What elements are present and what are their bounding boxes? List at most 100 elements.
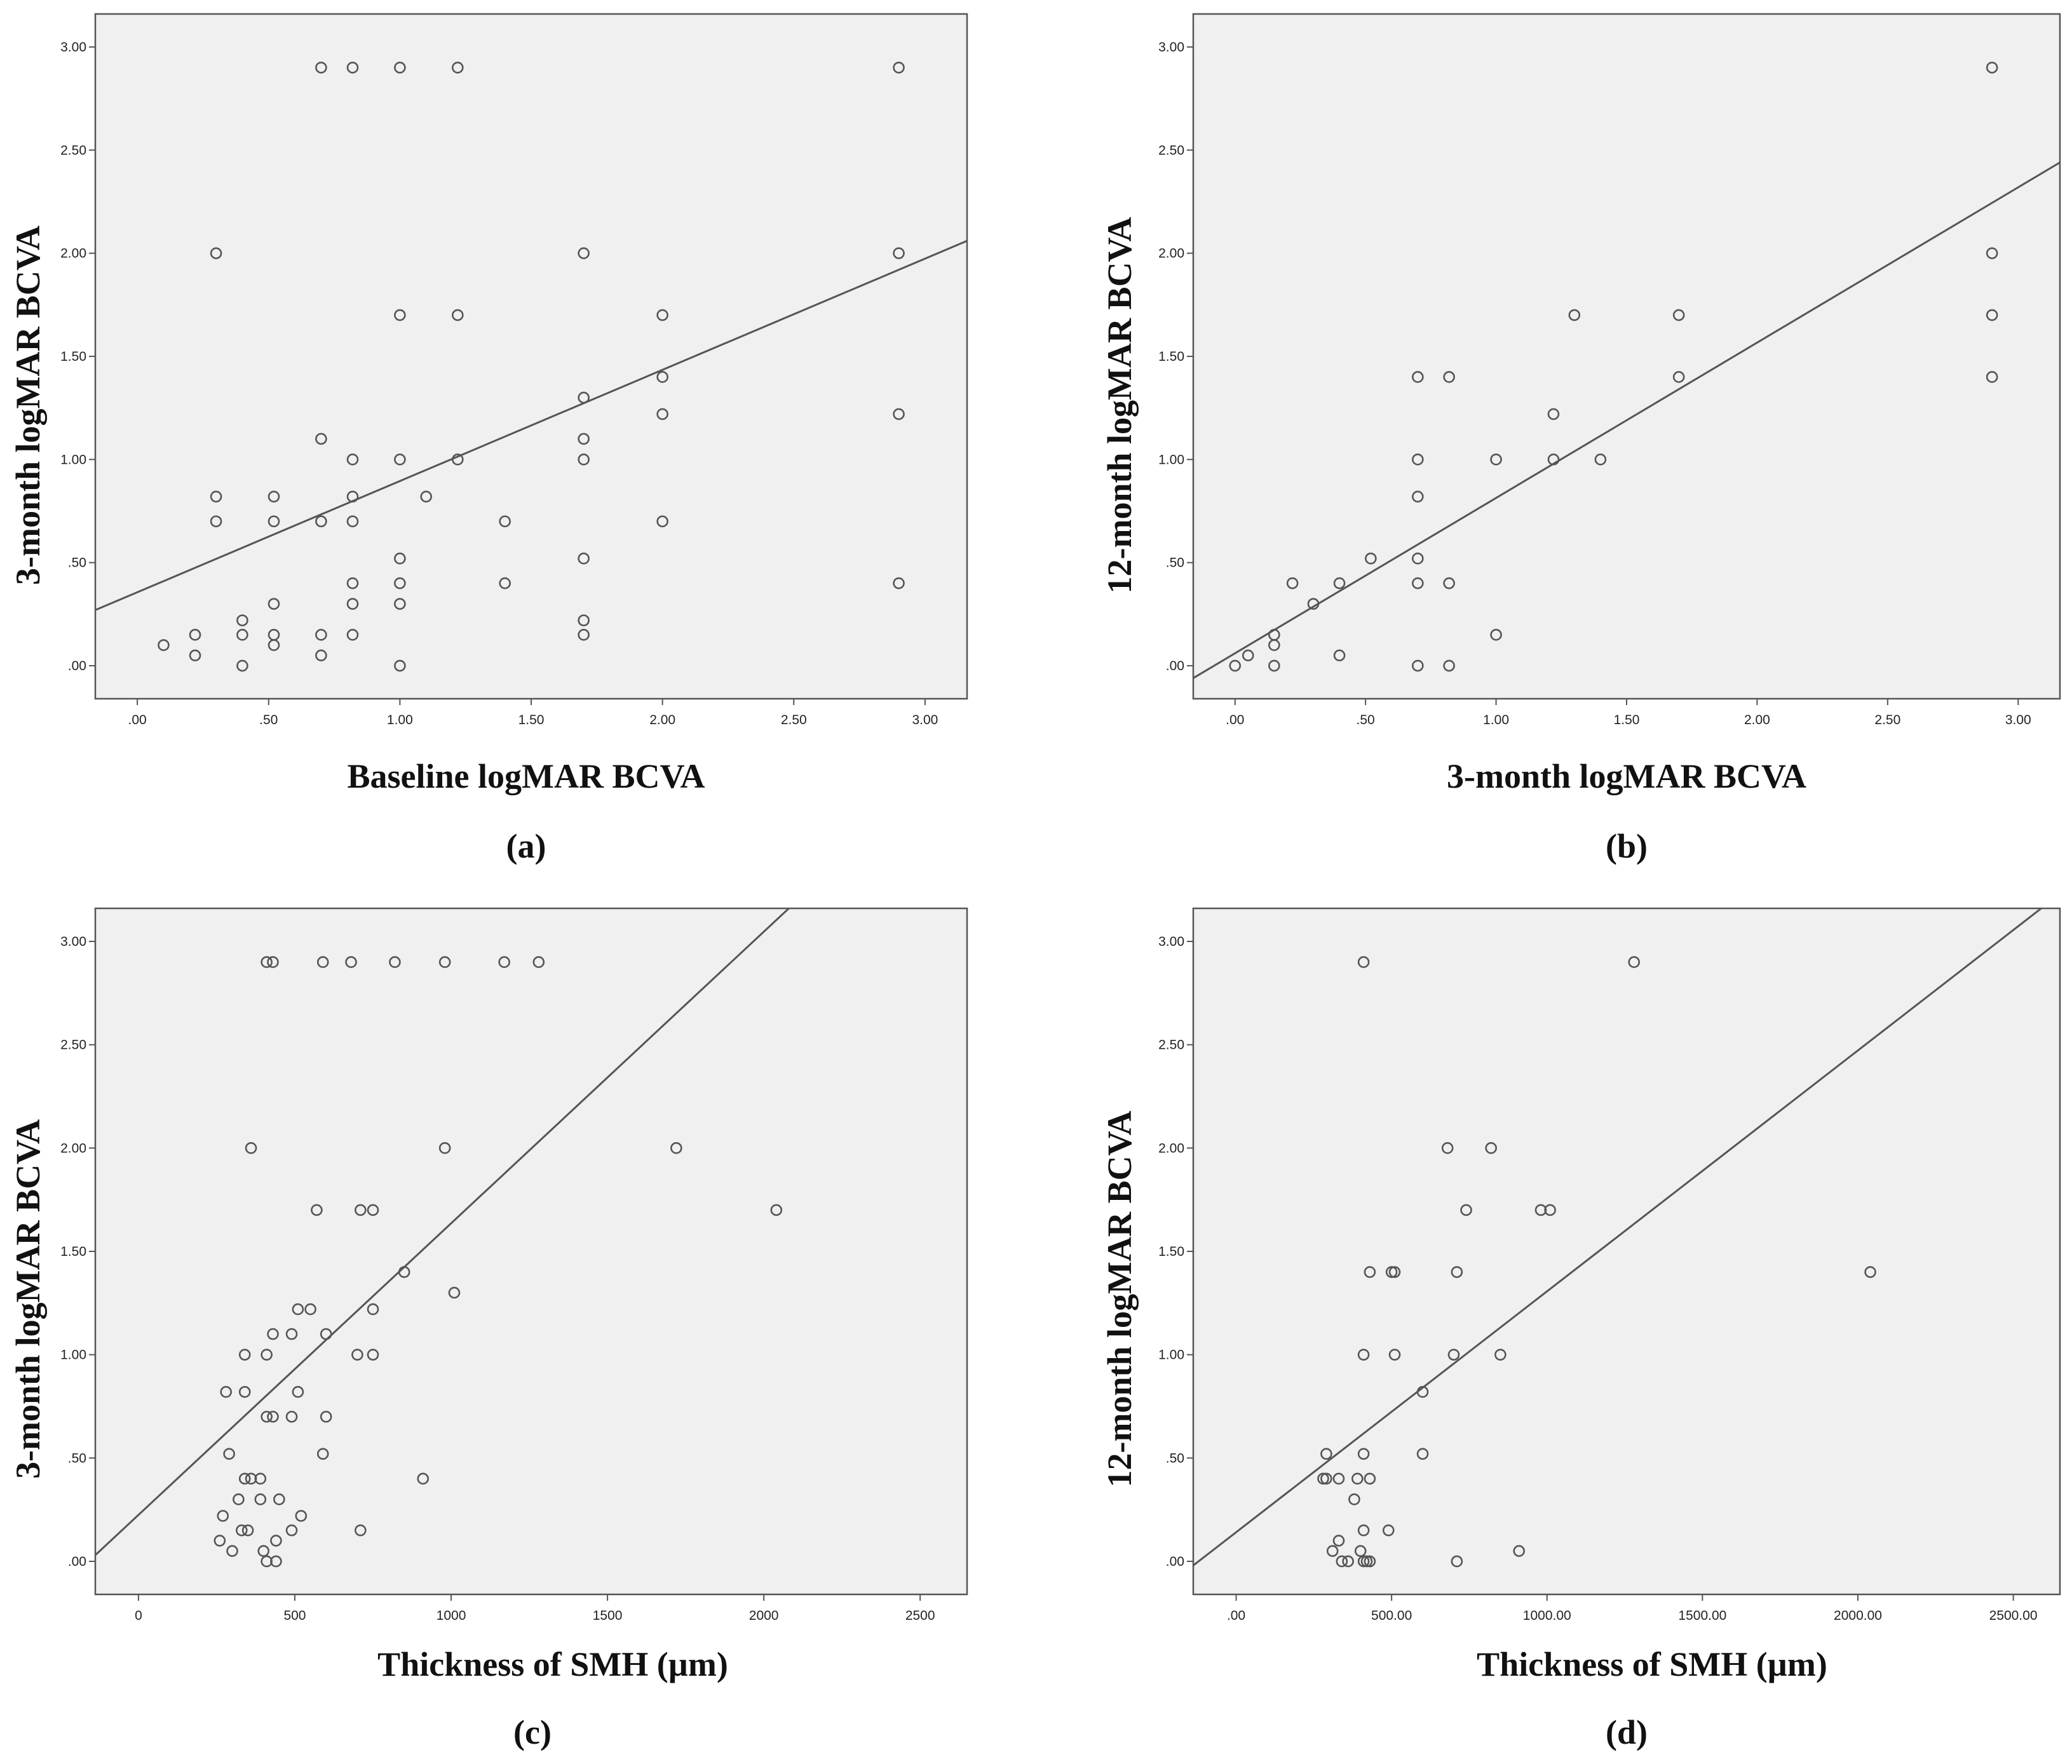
data-point-c [254, 1493, 267, 1505]
data-point-d [1451, 1266, 1463, 1278]
data-point-b [1490, 454, 1502, 466]
data-point-b [1242, 649, 1254, 662]
ytick-label-c: 3.00 [60, 934, 86, 949]
data-point-c [367, 1303, 379, 1316]
data-point-c [273, 1493, 285, 1505]
fit-line-b [1193, 161, 2060, 679]
data-point-c [498, 956, 510, 968]
ytick-label-a: .50 [68, 556, 86, 570]
xtick-label-c: 2500 [905, 1608, 935, 1623]
ytick-label-d: .50 [1166, 1451, 1184, 1465]
data-point-d [1332, 1472, 1345, 1485]
data-point-a [346, 515, 359, 528]
data-point-a [578, 552, 590, 565]
data-point-a [158, 639, 170, 651]
data-point-c [351, 1349, 363, 1361]
data-point-b [1333, 577, 1346, 589]
data-point-a [893, 577, 905, 589]
xtick-label-d: 2500.00 [1989, 1608, 2038, 1623]
data-point-a [451, 62, 464, 74]
data-point-a [315, 62, 327, 74]
data-point-d [1342, 1555, 1354, 1568]
data-point-a [578, 433, 590, 445]
data-point-d [1364, 1266, 1376, 1278]
data-point-a [394, 309, 406, 321]
data-point-d [1447, 1349, 1460, 1361]
data-point-a [346, 577, 359, 589]
xtick-label-d: 1500.00 [1678, 1608, 1726, 1623]
ytick-label-b: .00 [1166, 659, 1184, 673]
data-point-a [346, 629, 359, 641]
data-point-a [656, 515, 668, 528]
plot-area-d [1192, 907, 2061, 1596]
ylabel-c: 3-month logMAR BCVA [9, 1119, 47, 1479]
ytick-label-d: .00 [1166, 1554, 1184, 1569]
xlabel-b: 3-month logMAR BCVA [1447, 757, 1806, 795]
panel-a: 3-month logMAR BCVA Baseline logMAR BCVA… [9, 13, 968, 865]
data-point-b [1268, 639, 1280, 651]
data-point-d [1351, 1472, 1364, 1485]
data-point-c [285, 1524, 298, 1537]
data-point-c [267, 956, 279, 968]
xtick-label-a: 2.00 [649, 713, 675, 727]
data-point-a [893, 247, 905, 259]
data-point-a [346, 62, 359, 74]
xtick-label-a: 2.50 [781, 713, 807, 727]
data-point-d [1332, 1535, 1345, 1547]
data-point-c [438, 1142, 451, 1154]
data-point-d [1320, 1472, 1332, 1485]
ytick-label-d: 1.00 [1158, 1348, 1184, 1363]
data-point-a [578, 454, 590, 466]
panel-c: 3-month logMAR BCVA Thickness of SMH (µm… [9, 907, 968, 1751]
xtick-label-d: .00 [1227, 1608, 1245, 1623]
data-point-a [267, 639, 280, 651]
ytick-label-b: 2.00 [1158, 246, 1184, 261]
data-point-c [417, 1472, 430, 1485]
data-point-d [1326, 1545, 1339, 1557]
data-point-d [1357, 1448, 1370, 1460]
data-point-d [1360, 1555, 1373, 1568]
data-point-a [236, 659, 248, 672]
ytick-label-a: 1.50 [60, 349, 86, 364]
xlabel-a: Baseline logMAR BCVA [347, 757, 705, 795]
data-point-b [1412, 490, 1424, 503]
data-point-d [1348, 1493, 1360, 1505]
data-point-b [1286, 577, 1299, 589]
ytick-label-d: 2.50 [1158, 1038, 1184, 1053]
data-point-a [499, 515, 511, 528]
data-point-c [270, 1535, 282, 1547]
ylabel-d: 12-month logMAR BCVA [1100, 1110, 1139, 1487]
ytick-label-b: .50 [1166, 556, 1184, 570]
data-point-d [1485, 1142, 1497, 1154]
data-point-c [292, 1303, 304, 1316]
panel-b: 12-month logMAR BCVA 3-month logMAR BCVA… [1100, 13, 2061, 865]
data-point-d [1628, 956, 1641, 968]
data-point-b [1268, 659, 1280, 672]
xtick-label-a: .00 [128, 713, 147, 727]
data-point-b [1412, 454, 1424, 466]
data-point-c [367, 1349, 379, 1361]
data-point-c [448, 1286, 461, 1299]
data-point-a [210, 515, 222, 528]
xtick-label-b: 2.50 [1874, 713, 1900, 727]
data-point-c [367, 1204, 379, 1216]
data-point-a [394, 454, 406, 466]
xtick-label-b: 1.00 [1483, 713, 1509, 727]
data-point-b [1672, 309, 1685, 321]
xtick-label-c: 1000 [437, 1608, 466, 1623]
ytick-label-c: .50 [68, 1451, 86, 1465]
xtick-label-d: 2000.00 [1834, 1608, 1882, 1623]
data-point-c [245, 1142, 257, 1154]
data-point-c [770, 1204, 783, 1216]
data-point-c [254, 1472, 267, 1485]
xtick-label-a: .50 [259, 713, 278, 727]
data-point-a [578, 247, 590, 259]
data-point-c [316, 956, 329, 968]
data-point-b [1443, 659, 1455, 672]
ytick-label-c: 1.50 [60, 1244, 86, 1259]
data-point-b [1547, 408, 1560, 421]
data-point-c [295, 1510, 308, 1522]
xtick-label-b: 2.00 [1744, 713, 1770, 727]
data-point-a [315, 433, 327, 445]
